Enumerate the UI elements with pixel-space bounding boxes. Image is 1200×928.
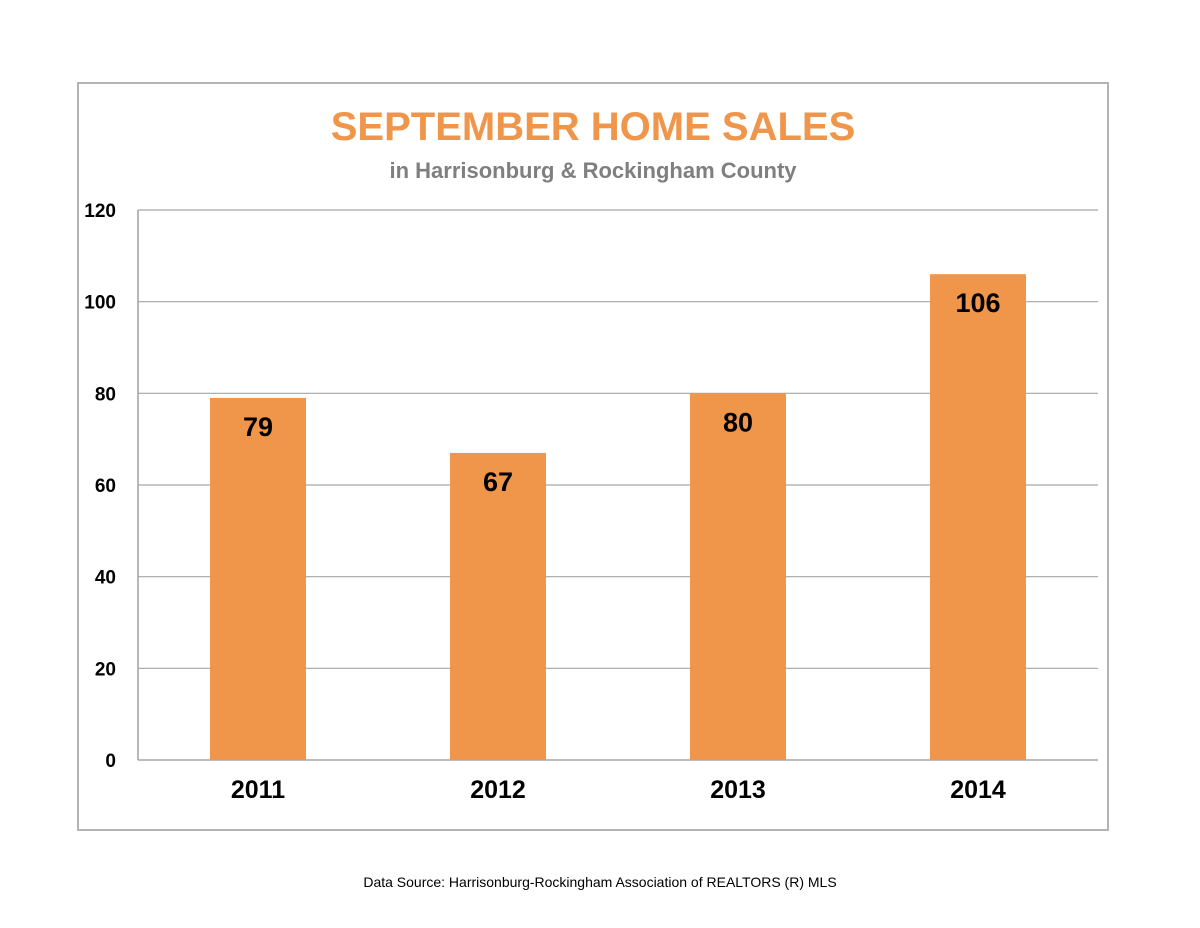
bar-2012: [450, 452, 546, 760]
y-axis-ticks: 0 20 40 60 80 100 120: [84, 201, 116, 772]
data-label-2012: 67: [483, 467, 513, 497]
y-tick-label: 20: [95, 659, 116, 680]
data-labels: 79 67 80 106: [243, 288, 1001, 497]
bars: [210, 274, 1026, 760]
x-tick-label-2012: 2012: [470, 776, 526, 804]
bar-2014: [930, 274, 1026, 760]
chart-subtitle: in Harrisonburg & Rockingham County: [389, 158, 797, 183]
x-tick-label-2011: 2011: [231, 776, 285, 804]
data-label-2011: 79: [243, 412, 273, 442]
x-axis-ticks: 2011 2012 2013 2014: [231, 776, 1006, 804]
x-tick-label-2013: 2013: [710, 776, 766, 804]
y-tick-label: 80: [95, 384, 116, 405]
data-label-2013: 80: [723, 407, 753, 437]
y-tick-label: 60: [95, 476, 116, 497]
chart-title: SEPTEMBER HOME SALES: [331, 105, 856, 149]
data-label-2014: 106: [955, 288, 1000, 318]
x-tick-label-2014: 2014: [950, 776, 1006, 804]
bar-2011: [210, 397, 306, 760]
bar-2013: [690, 393, 786, 760]
y-tick-label: 120: [84, 201, 116, 222]
y-tick-label: 0: [105, 751, 116, 772]
y-tick-label: 40: [95, 568, 116, 589]
data-source-note: Data Source: Harrisonburg-Rockingham Ass…: [363, 874, 837, 890]
y-tick-label: 100: [84, 293, 116, 314]
